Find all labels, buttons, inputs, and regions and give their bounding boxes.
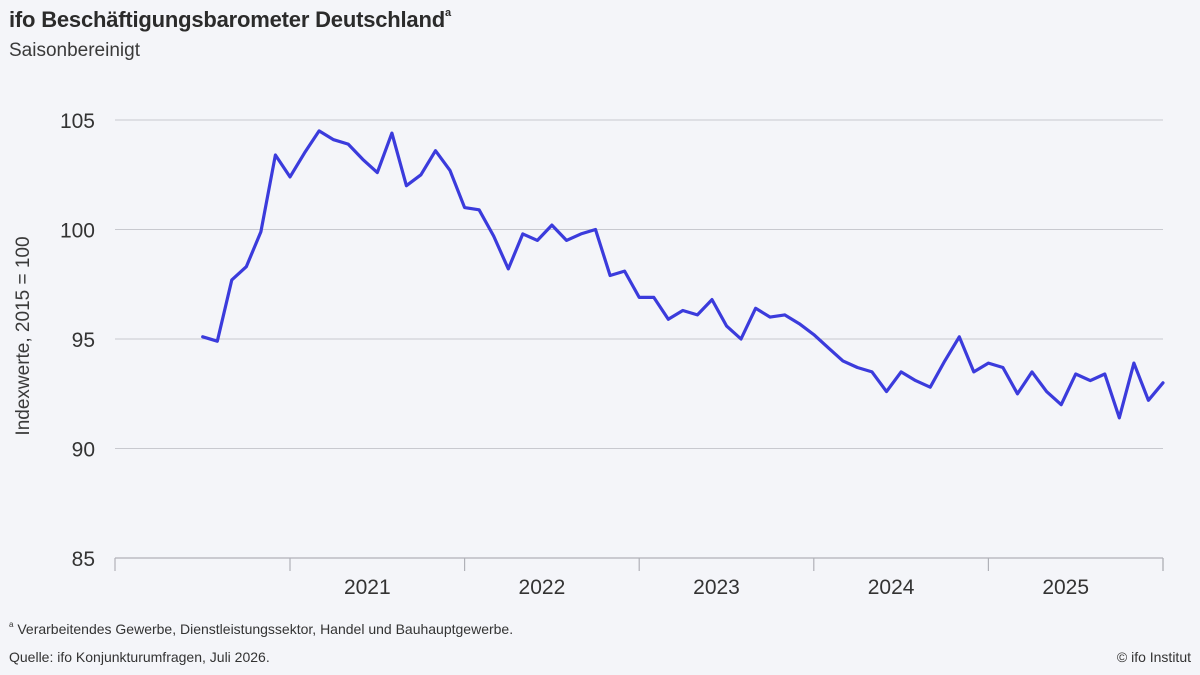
- grid-lines: [115, 119, 1163, 449]
- series-group: [201, 129, 1165, 420]
- footnote-marker: a: [9, 620, 14, 630]
- x-tick-label: 2024: [868, 576, 915, 599]
- source-note: Quelle: ifo Konjunkturumfragen, Juli 202…: [9, 649, 270, 665]
- title-footnote-marker: a: [444, 6, 451, 19]
- y-tick-label: 85: [72, 548, 95, 571]
- x-tick-label: 2021: [344, 576, 391, 599]
- copyright: © ifo Institut: [1116, 649, 1191, 665]
- y-tick-label: 100: [60, 220, 95, 243]
- y-tick-labels: 85 90 95 100 105: [60, 110, 95, 571]
- x-tick-label: 2025: [1042, 576, 1089, 599]
- footnote-text: Verarbeitendes Gewerbe, Dienstleistungss…: [13, 621, 514, 637]
- y-axis-label: Indexwerte, 2015 = 100: [13, 236, 34, 435]
- x-axis: 202120222023202420252026: [114, 557, 1164, 599]
- chart-subtitle: Saisonbereinigt: [9, 40, 140, 61]
- y-tick-label: 95: [72, 329, 95, 352]
- chart-title: ifo Beschäftigungsbarometer Deutschlanda: [9, 6, 451, 32]
- y-tick-label: 90: [72, 439, 95, 462]
- x-tick-label: 2023: [693, 576, 740, 599]
- x-tick-label: 2022: [519, 576, 566, 599]
- series-line: [201, 129, 1165, 420]
- footnote: a Verarbeitendes Gewerbe, Dienstleistung…: [9, 620, 514, 637]
- y-tick-label: 105: [60, 110, 95, 133]
